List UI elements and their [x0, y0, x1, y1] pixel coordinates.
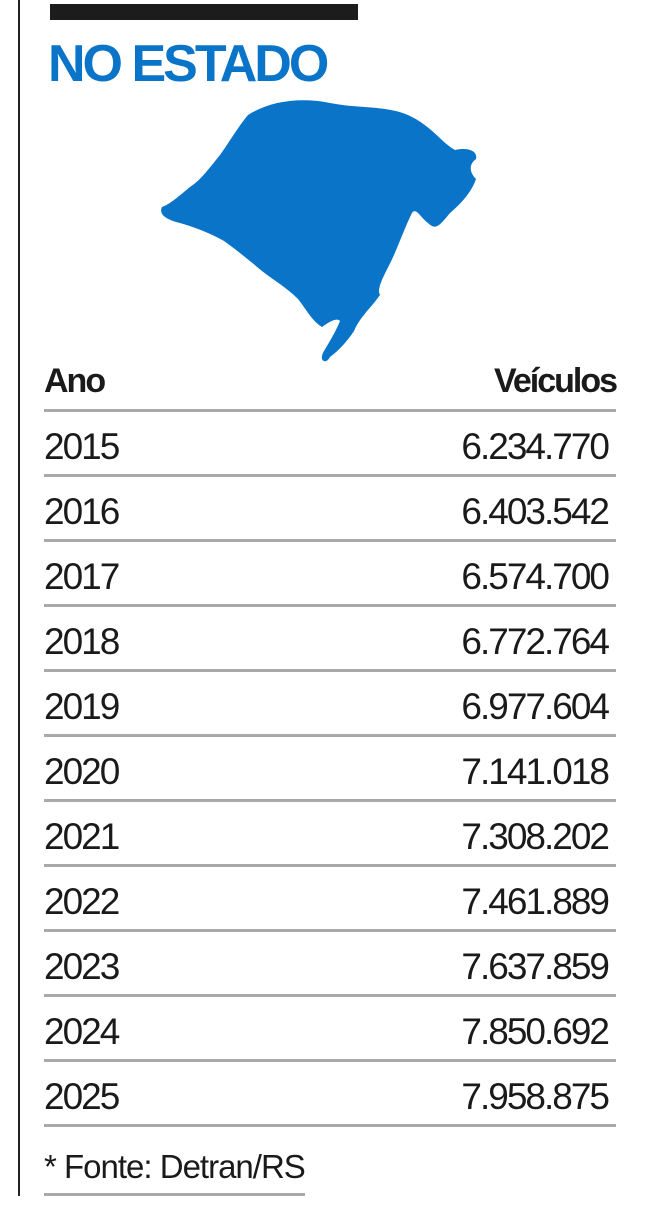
column-header-vehicles: Veículos	[494, 362, 618, 400]
table-header: Ano Veículos	[44, 360, 618, 412]
vehicles-cell: 7.308.202	[461, 816, 610, 857]
vehicles-cell: 6.574.700	[461, 556, 610, 597]
table-row: 2017 6.574.700	[44, 542, 616, 607]
vehicles-table: Ano Veículos 2015 6.234.770 2016 6.403.5…	[44, 360, 618, 1127]
table-row: 2015 6.234.770	[44, 412, 616, 477]
vehicles-cell: 7.141.018	[461, 751, 610, 792]
table-row: 2020 7.141.018	[44, 737, 616, 802]
source-note: * Fonte: Detran/RS	[44, 1145, 306, 1196]
table-row: 2023 7.637.859	[44, 932, 616, 997]
year-cell: 2019	[44, 686, 120, 727]
table-row: 2025 7.958.875	[44, 1062, 616, 1127]
rio-grande-do-sul-map-icon	[161, 100, 477, 362]
table-row: 2018 6.772.764	[44, 607, 616, 672]
year-cell: 2018	[44, 621, 120, 662]
vehicles-cell: 7.461.889	[461, 881, 610, 922]
year-cell: 2017	[44, 556, 120, 597]
year-cell: 2022	[44, 881, 120, 922]
vehicles-cell: 6.403.542	[461, 491, 610, 532]
year-cell: 2016	[44, 491, 120, 532]
lagoon-shape	[379, 222, 423, 295]
table-row: 2016 6.403.542	[44, 477, 616, 542]
column-header-year: Ano	[44, 362, 106, 400]
table-row: 2021 7.308.202	[44, 802, 616, 867]
year-cell: 2020	[44, 751, 120, 792]
year-cell: 2015	[44, 426, 120, 467]
section-title: NO ESTADO	[48, 35, 329, 93]
year-cell: 2024	[44, 1011, 120, 1052]
vehicles-cell: 6.234.770	[461, 426, 610, 467]
vehicles-cell: 7.637.859	[461, 946, 610, 987]
vehicles-cell: 7.958.875	[461, 1076, 610, 1117]
vehicles-cell: 6.977.604	[461, 686, 610, 727]
year-cell: 2021	[44, 816, 120, 857]
state-shape	[161, 100, 477, 362]
left-rule	[18, 0, 20, 1196]
vehicles-cell: 6.772.764	[461, 621, 610, 662]
year-cell: 2025	[44, 1076, 120, 1117]
header-bar	[50, 4, 358, 20]
year-cell: 2023	[44, 946, 120, 987]
table-row: 2022 7.461.889	[44, 867, 616, 932]
table-row: 2024 7.850.692	[44, 997, 616, 1062]
vehicles-cell: 7.850.692	[461, 1011, 610, 1052]
table-row: 2019 6.977.604	[44, 672, 616, 737]
